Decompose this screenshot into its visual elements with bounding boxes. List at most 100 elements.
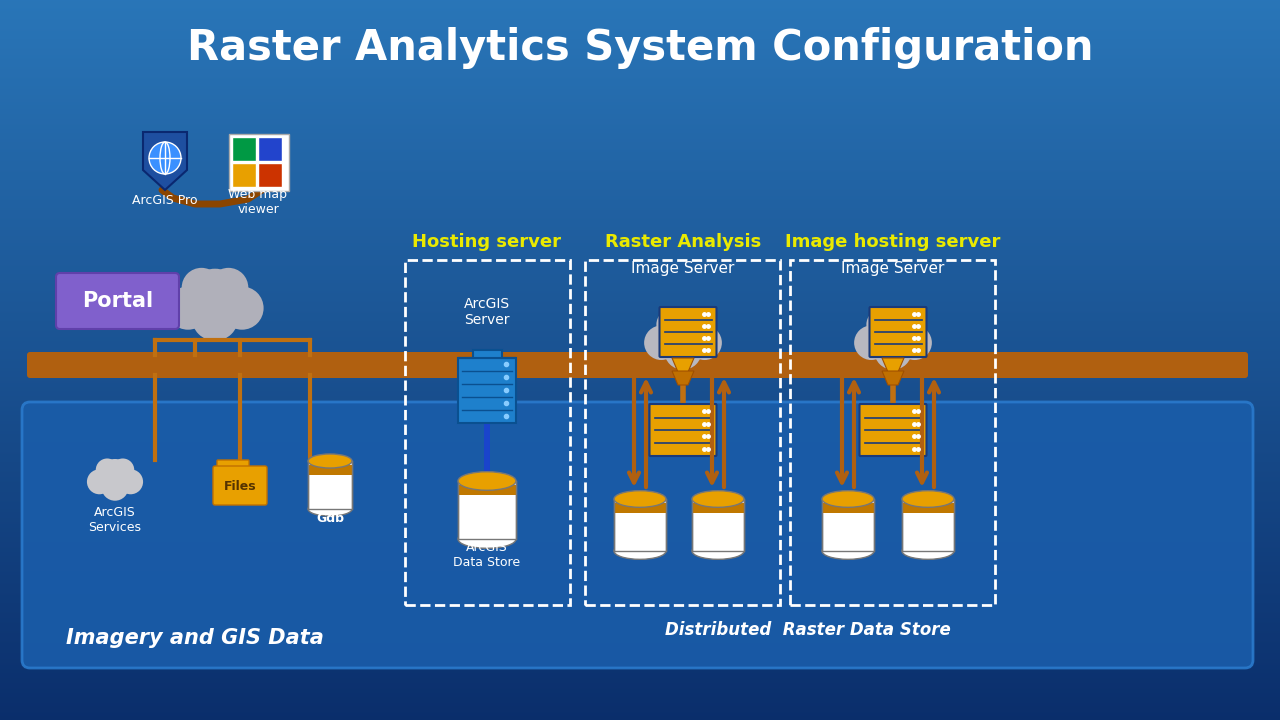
Bar xyxy=(0,63,1280,64)
Bar xyxy=(0,517,1280,518)
Bar xyxy=(0,334,1280,335)
Bar xyxy=(0,221,1280,222)
Bar xyxy=(0,349,1280,350)
Bar xyxy=(0,207,1280,208)
Bar xyxy=(0,443,1280,444)
Bar xyxy=(0,8,1280,9)
Bar xyxy=(0,419,1280,420)
Bar xyxy=(0,377,1280,378)
Bar xyxy=(0,387,1280,388)
Bar xyxy=(0,114,1280,115)
Bar xyxy=(0,188,1280,189)
Bar xyxy=(0,676,1280,677)
Bar xyxy=(0,201,1280,202)
Bar xyxy=(0,570,1280,571)
FancyBboxPatch shape xyxy=(859,404,927,456)
Bar xyxy=(0,628,1280,629)
Circle shape xyxy=(874,333,911,370)
Bar xyxy=(0,516,1280,517)
Bar xyxy=(0,118,1280,119)
Polygon shape xyxy=(882,358,904,372)
Bar xyxy=(0,626,1280,627)
Bar xyxy=(0,552,1280,553)
Bar xyxy=(0,250,1280,251)
Bar xyxy=(0,495,1280,496)
Bar xyxy=(0,255,1280,256)
Bar xyxy=(0,327,1280,328)
Bar xyxy=(0,235,1280,236)
Bar xyxy=(0,26,1280,27)
Bar xyxy=(0,586,1280,587)
Circle shape xyxy=(644,325,678,360)
Bar xyxy=(0,555,1280,556)
Bar xyxy=(0,213,1280,214)
Bar xyxy=(0,186,1280,187)
Bar xyxy=(0,378,1280,379)
Bar xyxy=(0,459,1280,460)
Bar xyxy=(0,302,1280,303)
Bar xyxy=(0,51,1280,52)
Bar xyxy=(0,508,1280,509)
Bar xyxy=(0,701,1280,702)
Bar xyxy=(0,112,1280,113)
Circle shape xyxy=(897,325,932,360)
Bar xyxy=(0,115,1280,116)
Bar xyxy=(0,355,1280,356)
Bar xyxy=(0,526,1280,527)
Bar xyxy=(308,461,352,509)
Bar xyxy=(0,686,1280,687)
Bar xyxy=(0,386,1280,387)
Bar xyxy=(0,340,1280,341)
Bar xyxy=(0,561,1280,562)
Bar xyxy=(0,25,1280,26)
Bar xyxy=(0,648,1280,649)
Bar xyxy=(0,376,1280,377)
Bar xyxy=(0,558,1280,559)
Bar xyxy=(0,532,1280,533)
Text: Files: Files xyxy=(224,480,256,493)
Bar xyxy=(0,679,1280,680)
Ellipse shape xyxy=(308,454,352,468)
Bar xyxy=(0,229,1280,230)
Bar xyxy=(0,138,1280,139)
Bar xyxy=(0,642,1280,643)
Bar xyxy=(0,191,1280,192)
Bar xyxy=(0,319,1280,320)
Bar xyxy=(0,11,1280,12)
Bar xyxy=(0,23,1280,24)
Bar xyxy=(0,339,1280,340)
Bar xyxy=(0,617,1280,618)
Bar xyxy=(0,645,1280,646)
Bar xyxy=(0,405,1280,406)
Bar xyxy=(0,530,1280,531)
Bar xyxy=(0,38,1280,39)
Bar xyxy=(0,122,1280,123)
Bar xyxy=(0,614,1280,615)
Bar xyxy=(0,14,1280,15)
Bar xyxy=(0,79,1280,80)
Bar xyxy=(0,59,1280,60)
Bar xyxy=(0,650,1280,651)
Bar xyxy=(0,60,1280,61)
Bar xyxy=(0,489,1280,490)
Bar xyxy=(0,125,1280,126)
Text: ArcGIS Pro: ArcGIS Pro xyxy=(132,194,197,207)
Bar xyxy=(0,644,1280,645)
Bar xyxy=(0,183,1280,184)
FancyBboxPatch shape xyxy=(212,466,268,505)
Bar xyxy=(0,18,1280,19)
Bar xyxy=(0,305,1280,306)
Bar xyxy=(0,312,1280,313)
Bar xyxy=(0,288,1280,289)
Bar xyxy=(0,620,1280,621)
Bar xyxy=(0,585,1280,586)
Bar xyxy=(0,709,1280,710)
Bar xyxy=(0,341,1280,342)
Bar xyxy=(0,560,1280,561)
Bar xyxy=(0,27,1280,28)
Bar xyxy=(0,423,1280,424)
Bar xyxy=(0,398,1280,399)
Circle shape xyxy=(872,310,915,354)
Bar xyxy=(0,76,1280,77)
Circle shape xyxy=(220,287,264,330)
